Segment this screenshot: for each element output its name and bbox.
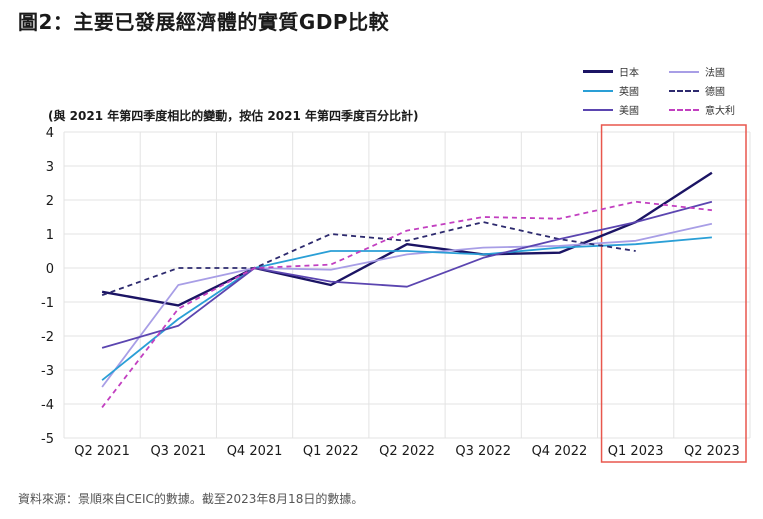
x-tick-label: Q2 2023 xyxy=(684,444,740,459)
legend-swatch xyxy=(669,70,699,73)
legend-label: 日本 xyxy=(619,68,639,79)
legend-label: 意大利 xyxy=(705,106,735,117)
x-axis-ticks: Q2 2021 Q3 2021 Q4 2021 Q1 2022 Q2 2022 Q3 20… xyxy=(74,444,740,459)
grid-lines xyxy=(63,131,751,439)
legend-swatch xyxy=(669,89,699,92)
source-note: 資料來源：景順來自CEIC的數據。截至2023年8月18日的數據。 xyxy=(18,492,364,506)
x-tick-label: Q1 2022 xyxy=(303,444,359,459)
x-tick-label: Q1 2023 xyxy=(608,444,664,459)
legend-label: 英國 xyxy=(619,87,639,98)
series-line-法國 xyxy=(101,222,713,388)
x-tick-label: Q3 2022 xyxy=(455,444,511,459)
legend-swatch xyxy=(669,108,699,111)
x-tick-label: Q4 2021 xyxy=(227,444,283,459)
x-tick-label: Q4 2022 xyxy=(532,444,588,459)
x-tick-label: Q2 2022 xyxy=(379,444,435,459)
legend-label: 德國 xyxy=(705,87,725,98)
legend-label: 美國 xyxy=(619,106,639,117)
legend-item: 德國 xyxy=(669,83,725,98)
y-tick-label: -2 xyxy=(41,330,54,345)
x-tick-label: Q2 2021 xyxy=(74,444,130,459)
legend-item: 法國 xyxy=(669,64,725,79)
chart-title: 圖2：主要已發展經濟體的實質GDP比較 xyxy=(18,10,390,34)
y-tick-label: 3 xyxy=(46,160,54,175)
legend-item: 意大利 xyxy=(669,102,735,117)
legend-label: 法國 xyxy=(705,68,725,79)
y-tick-label: -3 xyxy=(41,364,54,379)
y-tick-label: -4 xyxy=(41,398,54,413)
series-line-德國 xyxy=(101,221,636,297)
y-tick-label: 1 xyxy=(46,228,54,243)
chart-subtitle: (與 2021 年第四季度相比的變動，按估 2021 年第四季度百分比計) xyxy=(48,109,419,123)
series-lines xyxy=(101,171,713,408)
y-tick-label: -5 xyxy=(41,432,54,447)
legend-swatch xyxy=(583,108,613,111)
highlight-region xyxy=(600,124,747,463)
series-line-美國 xyxy=(101,200,713,349)
highlight-box xyxy=(600,124,747,463)
legend: 日本 法國英國 德國美國 意大利 xyxy=(583,64,753,120)
legend-item: 日本 xyxy=(583,64,639,79)
series-line-英國 xyxy=(101,236,712,381)
series-line-意大利 xyxy=(101,200,712,408)
series-line-日本 xyxy=(101,171,713,307)
y-tick-label: 2 xyxy=(46,194,54,209)
y-tick-label: -1 xyxy=(41,296,54,311)
legend-item: 英國 xyxy=(583,83,639,98)
legend-swatch xyxy=(583,89,613,92)
x-tick-label: Q3 2021 xyxy=(150,444,206,459)
legend-swatch xyxy=(583,70,613,73)
y-axis-ticks: 4 3 2 1 0 -1 -2 -3 -4 -5 xyxy=(41,126,54,447)
y-tick-label: 0 xyxy=(46,262,54,277)
y-tick-label: 4 xyxy=(46,126,54,141)
legend-item: 美國 xyxy=(583,102,639,117)
